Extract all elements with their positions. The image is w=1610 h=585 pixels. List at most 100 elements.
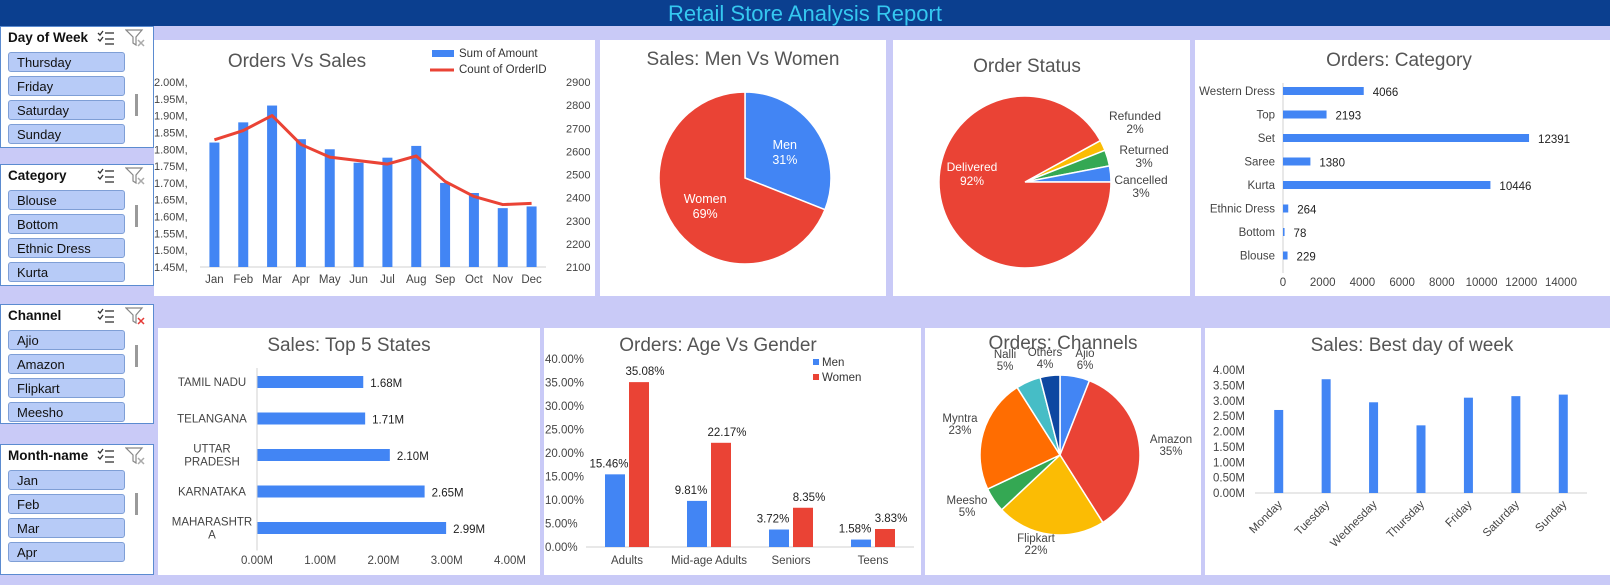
y-tick-label: 10.00%	[545, 495, 584, 507]
data-label: 8.35%	[793, 492, 826, 504]
clear-filter-icon[interactable]	[124, 167, 145, 185]
x-tick-label: Tuesday	[1293, 498, 1333, 538]
clear-filter-icon[interactable]	[124, 307, 145, 325]
slicer-item[interactable]: Friday	[8, 76, 125, 96]
x-tick-label: 2000	[1310, 277, 1336, 289]
clear-filter-icon[interactable]	[124, 447, 145, 465]
slice-label: Cancelled	[1114, 173, 1167, 187]
chart-title: Sales: Men Vs Women	[647, 49, 840, 70]
x-tick-label: 3.00M	[431, 555, 463, 567]
slicer-item[interactable]: Ajio	[8, 330, 125, 350]
scrollbar[interactable]	[135, 205, 138, 227]
slicer-item[interactable]: Amazon	[8, 354, 125, 374]
y2-tick-label: 2500	[566, 170, 590, 182]
bar	[1283, 134, 1530, 142]
data-label: 22.17%	[707, 427, 746, 439]
y-tick-label: 2.00M,	[154, 77, 188, 89]
y2-tick-label: 2100	[566, 262, 590, 274]
bar	[1283, 110, 1327, 119]
y-tick-label: Set	[1258, 133, 1276, 145]
x-tick-label: 0.00M	[241, 555, 273, 567]
data-label: 35.08%	[625, 366, 664, 378]
slicer-item[interactable]: Bottom	[8, 214, 125, 234]
data-label: 9.81%	[675, 485, 708, 497]
panel-orders-vs-sales: Orders Vs Sales Sum of Amount Count of Ord…	[154, 40, 595, 296]
slicer-item[interactable]: Sunday	[8, 124, 125, 144]
scrollbar[interactable]	[135, 94, 138, 116]
multi-select-icon[interactable]	[97, 168, 115, 184]
slicer-item[interactable]: Ethnic Dress	[8, 238, 125, 258]
slicer-item[interactable]: Feb	[8, 494, 125, 514]
bar-men	[605, 474, 625, 547]
slicer-item[interactable]: Thursday	[8, 52, 125, 72]
slicer-item[interactable]: Apr	[8, 542, 125, 562]
y-tick-label: 0.00%	[545, 542, 578, 554]
slice-pct: 31%	[772, 153, 797, 167]
y-tick-label: 0.50M	[1213, 473, 1245, 485]
x-tick-label: Adults	[611, 555, 643, 567]
chart-title: Sales: Best day of week	[1311, 335, 1514, 356]
bar-men	[687, 500, 707, 547]
data-label: 3.72%	[757, 514, 790, 526]
slicer-item[interactable]: Kurta	[8, 262, 125, 282]
slice-pct: 5%	[997, 361, 1014, 373]
x-tick-label: Aug	[406, 274, 426, 286]
bar	[1274, 409, 1284, 493]
pie-slice	[1000, 453, 1104, 536]
slicer-channel: Channel Ajio Amazon Flipkart Meesho	[0, 304, 154, 424]
chart-title: Sales: Top 5 States	[267, 335, 430, 356]
y-tick-label: 30.00%	[545, 401, 584, 413]
bar-men	[769, 529, 789, 547]
slicer-item[interactable]: Meesho	[8, 402, 125, 422]
y-tick-label: 20.00%	[545, 448, 584, 460]
scrollbar[interactable]	[135, 345, 138, 367]
x-tick-label: Monday	[1247, 498, 1285, 536]
y2-tick-label: 2700	[566, 123, 590, 135]
legend-label: Count of OrderID	[459, 64, 547, 76]
bar-women	[875, 528, 895, 547]
x-tick-label: 2.00M	[368, 555, 400, 567]
data-label: 2.65M	[432, 488, 464, 500]
scrollbar[interactable]	[135, 493, 138, 515]
x-tick-label: May	[319, 274, 341, 286]
x-tick-label: Sunday	[1533, 498, 1569, 534]
slicer-item[interactable]: Mar	[8, 518, 125, 538]
x-tick-label: Apr	[292, 274, 310, 286]
multi-select-icon[interactable]	[97, 30, 115, 46]
clear-filter-icon[interactable]	[124, 29, 145, 47]
multi-select-icon[interactable]	[97, 308, 115, 324]
slicer-category: Category Blouse Bottom Ethnic Dress Kurta	[0, 164, 154, 286]
x-tick-label: 10000	[1466, 277, 1498, 289]
bar	[1321, 379, 1331, 493]
slice-pct: 35%	[1159, 446, 1182, 458]
panel-category: Orders: Category Western Dress 4066 Top 2193…	[1195, 40, 1610, 296]
slicer-item[interactable]: Flipkart	[8, 378, 125, 398]
bar	[257, 522, 447, 534]
slicer-item[interactable]: Blouse	[8, 190, 125, 210]
slice-label: Meesho	[947, 495, 988, 507]
y-tick-label: 1.90M,	[154, 111, 188, 123]
x-tick-label: Sep	[435, 274, 455, 286]
y-tick-label: Saree	[1244, 157, 1275, 169]
multi-select-icon[interactable]	[97, 448, 115, 464]
x-tick-label: Feb	[233, 274, 253, 286]
chart-channels: Orders: ChannelsAjio6%Amazon35%Flipkart2…	[942, 333, 1192, 557]
x-tick-label: Jun	[349, 274, 368, 286]
pie-slice	[1039, 374, 1061, 456]
y-tick-label: Western Dress	[1199, 86, 1275, 98]
x-tick-label: Jan	[205, 274, 224, 286]
bar	[1558, 394, 1568, 493]
x-tick-label: 6000	[1389, 277, 1415, 289]
y2-tick-label: 2800	[566, 100, 590, 112]
y2-tick-label: 2400	[566, 193, 590, 205]
y-tick-label: 1.50M,	[154, 245, 188, 257]
data-label: 12391	[1538, 134, 1570, 146]
x-tick-label: Seniors	[772, 555, 811, 567]
slice-label: Myntra	[942, 413, 978, 425]
slicer-item[interactable]: Saturday	[8, 100, 125, 120]
bar-women	[711, 442, 731, 547]
legend-swatch	[813, 374, 819, 380]
x-tick-label: 4000	[1350, 277, 1376, 289]
slicer-item[interactable]: Jan	[8, 470, 125, 490]
